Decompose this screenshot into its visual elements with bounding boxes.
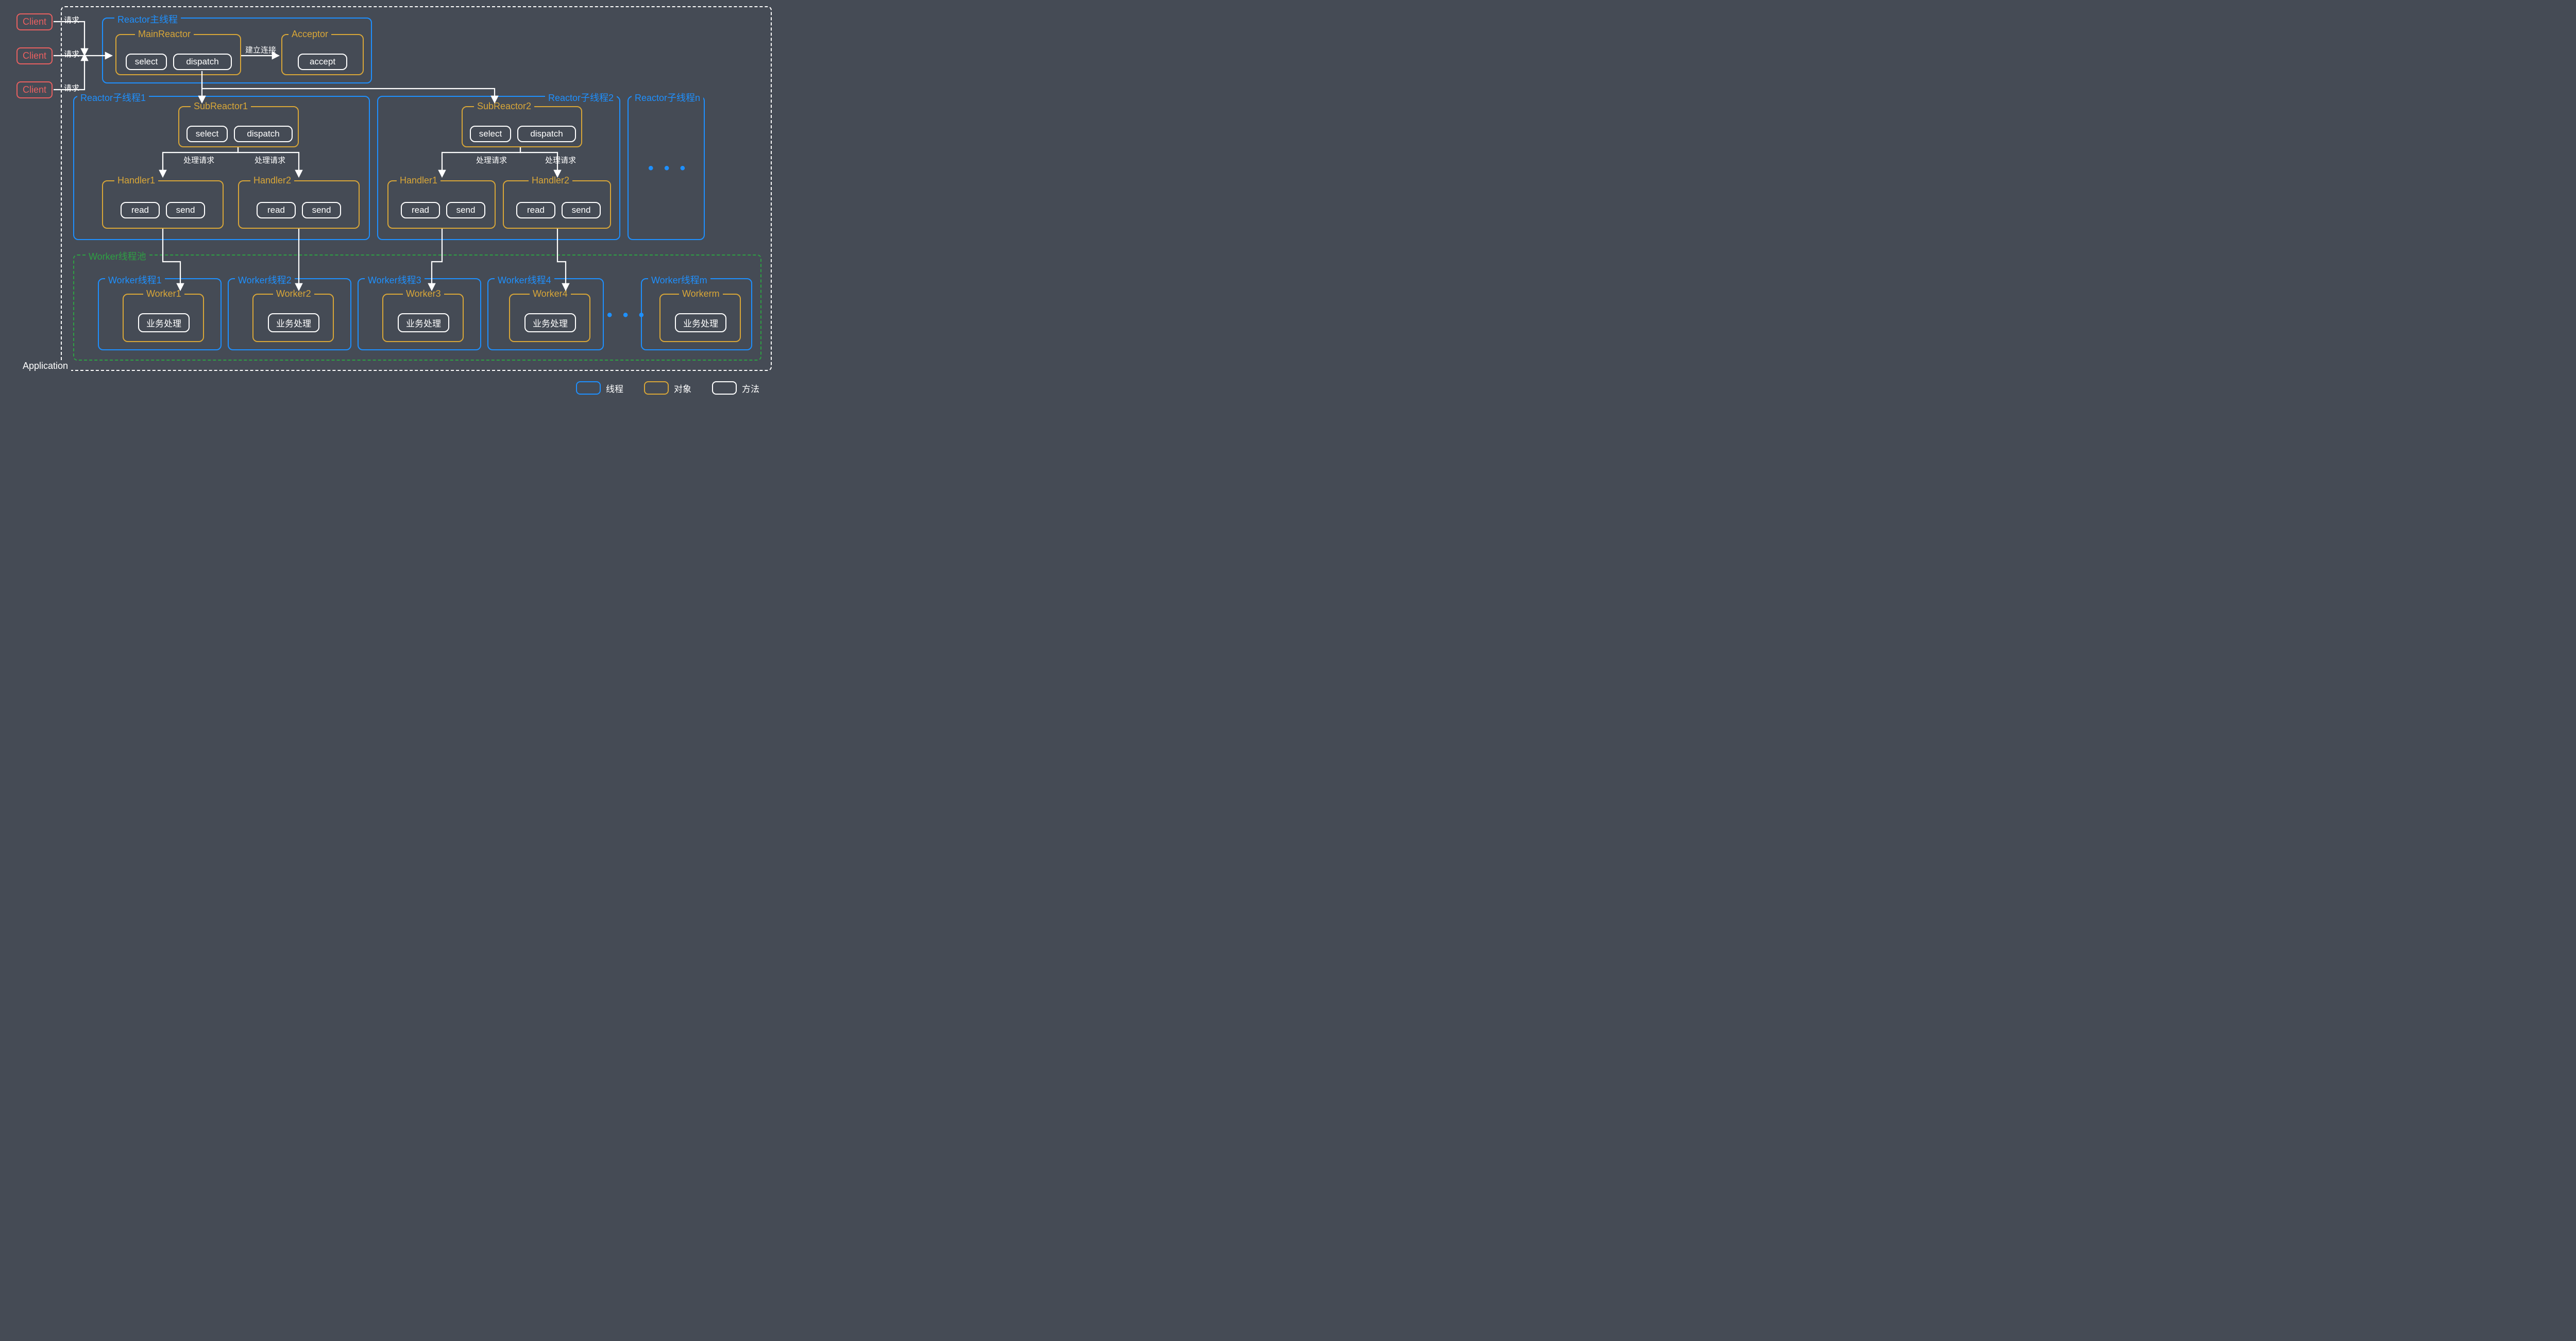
method-read-s1-2: read: [257, 202, 296, 218]
legend-swatch-blue: [576, 381, 601, 395]
method-send-s1-1: send: [166, 202, 205, 218]
handler-s1-2: [238, 180, 360, 229]
legend-method-label: 方法: [742, 382, 759, 395]
worker-thread-2-title: Worker线程2: [235, 273, 295, 286]
method-read-s2-1: read: [401, 202, 440, 218]
worker-thread-3-title: Worker线程3: [365, 273, 425, 286]
client-3: Client: [16, 81, 53, 98]
method-select-s2: select: [470, 126, 511, 142]
process-label-s1-2: 处理请求: [255, 155, 285, 165]
process-label-s2-1: 处理请求: [476, 155, 507, 165]
request-label-1: 请求: [64, 14, 79, 25]
worker-1-method: 业务处理: [138, 313, 190, 332]
worker-thread-m-title: Worker线程m: [648, 273, 710, 286]
sub-reactor-1-title: SubReactor1: [191, 101, 251, 112]
ellipsis-subthread: • • •: [648, 160, 688, 177]
process-label-s2-2: 处理请求: [545, 155, 576, 165]
method-dispatch-main: dispatch: [173, 54, 232, 70]
handler-s1-1-title: Handler1: [114, 175, 158, 186]
method-dispatch-s2: dispatch: [517, 126, 576, 142]
worker-2-method: 业务处理: [268, 313, 319, 332]
legend-method: 方法: [712, 381, 759, 395]
worker-2-title: Worker2: [273, 288, 314, 299]
acceptor-title: Acceptor: [289, 29, 331, 40]
method-accept: accept: [298, 54, 347, 70]
worker-thread-4-title: Worker线程4: [495, 273, 554, 286]
handler-s2-1-title: Handler1: [397, 175, 440, 186]
worker-thread-1-title: Worker线程1: [105, 273, 165, 286]
method-send-s2-1: send: [446, 202, 485, 218]
legend-thread: 线程: [576, 381, 623, 395]
method-send-s1-2: send: [302, 202, 341, 218]
method-read-s1-1: read: [121, 202, 160, 218]
worker-1-title: Worker1: [143, 288, 184, 299]
client-2: Client: [16, 47, 53, 64]
legend-object-label: 对象: [674, 382, 691, 395]
legend-swatch-orange: [644, 381, 669, 395]
legend-object: 对象: [644, 381, 691, 395]
client-1: Client: [16, 13, 53, 30]
application-title: Application: [20, 361, 71, 371]
process-label-s1-1: 处理请求: [183, 155, 214, 165]
method-dispatch-s1: dispatch: [234, 126, 293, 142]
method-select-s1: select: [187, 126, 228, 142]
sub-thread-1-title: Reactor子线程1: [77, 91, 149, 104]
worker-4-title: Worker4: [530, 288, 571, 299]
sub-thread-2-title: Reactor子线程2: [545, 91, 617, 104]
legend-swatch-white: [712, 381, 737, 395]
request-label-2: 请求: [64, 48, 79, 59]
method-select-main: select: [126, 54, 167, 70]
main-reactor-title: MainReactor: [135, 29, 194, 40]
worker-m-title: Workerm: [679, 288, 723, 299]
sub-reactor-2-title: SubReactor2: [474, 101, 534, 112]
worker-m-method: 业务处理: [675, 313, 726, 332]
legend-thread-label: 线程: [606, 382, 623, 395]
conn-label: 建立连接: [245, 44, 276, 55]
worker-4-method: 业务处理: [524, 313, 576, 332]
method-read-s2-2: read: [516, 202, 555, 218]
handler-s2-2-title: Handler2: [529, 175, 572, 186]
worker-pool-title: Worker线程池: [86, 249, 149, 263]
method-send-s2-2: send: [562, 202, 601, 218]
handler-s1-1: [102, 180, 224, 229]
reactor-main-title: Reactor主线程: [114, 12, 181, 26]
handler-s1-2-title: Handler2: [250, 175, 294, 186]
worker-3-title: Worker3: [403, 288, 444, 299]
worker-3-method: 业务处理: [398, 313, 449, 332]
sub-thread-n-title: Reactor子线程n: [632, 91, 703, 104]
